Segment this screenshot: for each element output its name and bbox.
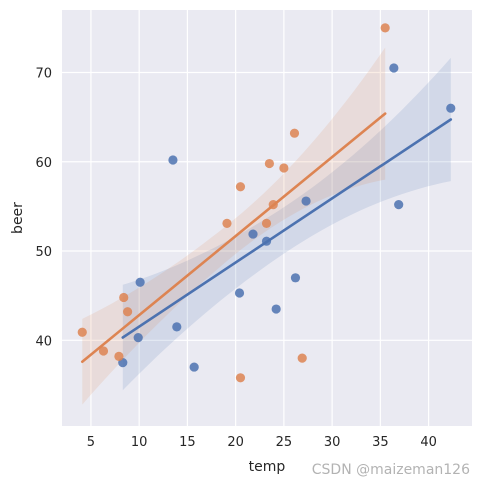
confidence-band-1 [122,57,451,391]
x-tick-label: 30 [324,435,341,450]
data-point-series-1 [394,200,404,210]
data-point-series-1 [234,288,245,298]
data-point-series-1 [389,63,399,73]
data-point-series-1 [248,229,258,239]
data-point-series-2 [297,353,307,363]
y-axis-label: beer [10,202,26,234]
data-point-series-1 [133,333,143,343]
x-tick-label: 15 [179,435,196,450]
data-point-series-1 [168,155,178,165]
data-point-series-2 [235,182,246,192]
x-tick-label: 40 [420,435,437,450]
data-point-series-2 [119,292,129,303]
data-point-series-1 [189,362,199,372]
watermark-text: CSDN @maizeman126 [312,462,470,478]
regression-lines [80,112,453,364]
data-point-series-1 [290,273,301,283]
data-point-series-2 [222,218,232,228]
x-tick-label: 35 [372,435,389,450]
data-point-series-2 [114,351,124,361]
x-tick-label: 25 [276,435,293,450]
regression-line-2 [80,112,387,364]
scatter-points [77,23,456,383]
data-point-series-2 [98,346,109,356]
y-tick-label: 40 [35,334,52,349]
data-point-series-2 [261,218,272,228]
plot-area [62,10,472,426]
y-tick-label: 50 [35,245,52,260]
data-point-series-2 [380,23,390,33]
data-point-series-2 [289,128,300,138]
y-tick-label: 60 [35,156,52,171]
data-point-series-2 [123,307,133,317]
regression-line-1 [121,118,453,339]
data-point-series-1 [271,304,281,314]
data-point-series-2 [235,373,246,383]
x-tick-label: 10 [131,435,148,450]
y-tick-label: 70 [35,66,52,81]
x-tick-labels: 5 10 15 20 25 30 35 40 [87,435,437,450]
data-point-series-1 [446,103,456,113]
data-point-series-1 [172,322,182,332]
x-axis-label: temp [249,459,286,475]
data-point-series-1 [301,196,311,206]
data-point-series-2 [279,163,289,173]
x-tick-label: 20 [227,435,244,450]
y-tick-labels: 40 50 60 70 [35,66,52,349]
data-point-series-2 [264,158,275,169]
x-tick-label: 5 [87,435,95,450]
data-point-series-2 [77,327,87,337]
data-point-series-1 [135,277,145,287]
